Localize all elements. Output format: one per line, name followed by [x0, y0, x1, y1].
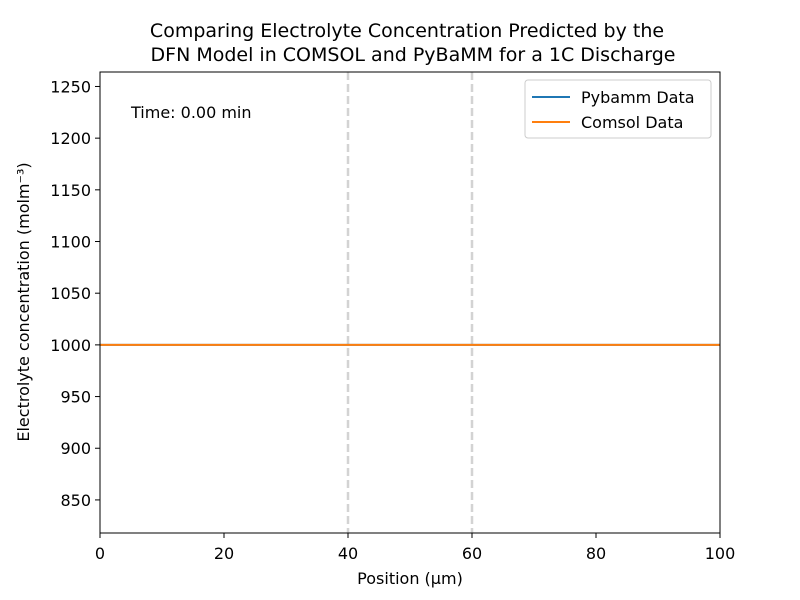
chart-title-line-1: Comparing Electrolyte Concentration Pred… [150, 20, 664, 42]
chart-title-line-2: DFN Model in COMSOL and PyBaMM for a 1C … [151, 44, 676, 66]
x-tick-label: 40 [338, 544, 358, 563]
y-axis-ticks: 850 900 950 1000 1050 1100 1150 1200 1250 [50, 77, 100, 510]
y-tick-label: 1250 [50, 77, 91, 96]
y-axis-label: Electrolyte concentration (molm⁻³) [14, 162, 33, 441]
legend: Pybamm Data Comsol Data [524, 79, 712, 139]
x-tick-label: 100 [705, 544, 736, 563]
time-annotation: Time: 0.00 min [130, 103, 252, 122]
y-tick-label: 1200 [50, 129, 91, 148]
y-tick-label: 950 [60, 388, 91, 407]
legend-label-1: Pybamm Data [581, 88, 695, 107]
x-axis-label: Position (μm) [357, 569, 463, 588]
y-tick-label: 1150 [50, 181, 91, 200]
x-tick-label: 0 [95, 544, 105, 563]
x-tick-label: 20 [214, 544, 234, 563]
y-tick-label: 900 [60, 439, 91, 458]
y-tick-label: 1000 [50, 336, 91, 355]
x-tick-label: 60 [462, 544, 482, 563]
legend-label-2: Comsol Data [581, 113, 683, 132]
x-axis-ticks: 0 20 40 60 80 100 [95, 533, 735, 563]
y-tick-label: 850 [60, 491, 91, 510]
x-tick-label: 80 [586, 544, 606, 563]
legend-box [524, 79, 712, 139]
y-tick-label: 1100 [50, 233, 91, 252]
y-tick-label: 1050 [50, 284, 91, 303]
divider-lines [346, 72, 474, 533]
plot-frame [99, 71, 721, 534]
